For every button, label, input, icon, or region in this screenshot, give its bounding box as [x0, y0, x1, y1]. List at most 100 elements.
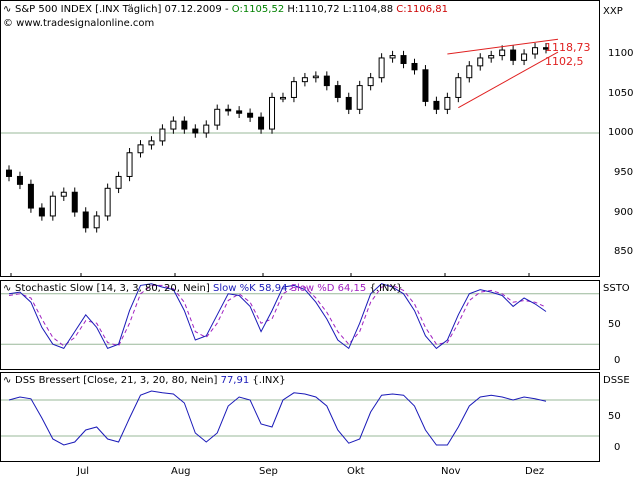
candle-body [433, 100, 440, 110]
candle-body [290, 81, 297, 98]
candle-body [444, 96, 451, 110]
dss-value: 77,91 [220, 375, 250, 386]
candle-body [137, 144, 144, 154]
stochastic-d-label: Slow %D 64,15 [290, 283, 367, 294]
candle-body [301, 77, 308, 83]
candle-body [38, 207, 45, 217]
date-label-jul: Jul [77, 466, 90, 477]
chart-wave-icon: ∿ [3, 375, 12, 386]
price-axis-name: XXP [603, 6, 623, 17]
candle-body [82, 211, 89, 229]
y-tick-1000: 1000 [608, 127, 634, 138]
candle-body [214, 108, 221, 126]
trendline-lower-label: 1102,5 [545, 55, 584, 68]
candle-body [521, 53, 528, 61]
candle-body [279, 96, 286, 100]
dss-svg [1, 390, 599, 446]
y-tick-1100: 1100 [608, 48, 634, 59]
candle-body [334, 85, 341, 98]
candle-body [49, 195, 56, 217]
candle-body [323, 75, 330, 87]
candle-body [543, 47, 549, 50]
candle-body [477, 57, 484, 67]
dss-axis-name: DSSE [603, 375, 630, 386]
candle-body [225, 108, 232, 112]
candle-body [345, 96, 352, 110]
candle-body [532, 47, 539, 55]
dss-header: ∿ DSS Bressert [Close, 21, 3, 20, 80, Nei… [3, 375, 286, 387]
candle-body [411, 62, 418, 71]
instrument-title: S&P 500 INDEX [.INX Täglich] 07.12.2009 … [15, 4, 229, 15]
candle-body [488, 55, 495, 59]
candle-body [71, 191, 78, 213]
candle-body [422, 69, 429, 102]
dss-y-tick-0: 0 [614, 442, 621, 453]
stochastic-title: Stochastic Slow [14, 3, 3, 80, 20, Nein] [15, 283, 210, 294]
candle-body [6, 169, 12, 177]
date-label-sep: Sep [259, 466, 278, 477]
dss-title: DSS Bressert [Close, 21, 3, 20, 80, Nein… [15, 375, 218, 386]
candle-body [236, 110, 243, 114]
stochastic-header: ∿ Stochastic Slow [14, 3, 3, 80, 20, Nein… [3, 283, 403, 295]
price-y-axis: 1100 1050 1000 950 900 850 [600, 0, 640, 277]
candle-body [312, 75, 319, 79]
y-tick-850: 850 [614, 246, 634, 257]
y-tick-1050: 1050 [608, 88, 634, 99]
candle-body [93, 215, 100, 229]
trendline-upper [447, 38, 559, 55]
high-value: H:1110,72 [287, 4, 340, 15]
candle-body [27, 183, 34, 209]
candle-body [367, 77, 374, 87]
chart-wave-icon: ∿ [3, 283, 12, 294]
candle-body [356, 85, 363, 110]
candle-body [148, 140, 155, 146]
candle-body [269, 96, 276, 130]
price-chart-header: ∿ S&P 500 INDEX [.INX Täglich] 07.12.2009… [3, 4, 448, 16]
candle-body [378, 57, 385, 79]
date-label-dez: Dez [525, 466, 545, 477]
candle-body [499, 49, 506, 57]
stochastic-y-tick-50: 50 [608, 319, 621, 330]
candle-body [170, 120, 177, 130]
candle-body [104, 187, 111, 217]
low-value: L:1104,88 [342, 4, 394, 15]
candle-body [510, 49, 517, 61]
candle-body [192, 128, 199, 134]
candle-body [400, 55, 407, 64]
dss-suffix: {.INX} [252, 375, 286, 386]
candle-body [247, 112, 254, 118]
dss-panel[interactable]: ∿ DSS Bressert [Close, 21, 3, 20, 80, Nei… [0, 372, 600, 462]
candle-body [466, 65, 473, 79]
candle-body [159, 128, 166, 142]
price-chart-svg [1, 38, 599, 276]
stochastic-k-line [8, 283, 547, 350]
date-label-nov: Nov [441, 466, 461, 477]
trendline-lower [458, 51, 559, 109]
stochastic-y-tick-0: 0 [614, 355, 621, 366]
stochastic-svg [1, 283, 599, 350]
dss-line [8, 390, 547, 446]
candle-body [126, 152, 133, 177]
open-value: O:1105,52 [231, 4, 285, 15]
y-tick-900: 900 [614, 207, 634, 218]
candle-body [258, 116, 265, 130]
candle-body [181, 120, 188, 130]
stochastic-panel[interactable]: ∿ Stochastic Slow [14, 3, 3, 80, 20, Nein… [0, 280, 600, 370]
candle-body [115, 175, 122, 189]
price-chart-panel[interactable]: ∿ S&P 500 INDEX [.INX Täglich] 07.12.2009… [0, 0, 600, 277]
stochastic-suffix: {.INX} [369, 283, 403, 294]
trendline-upper-label: 1118,73 [545, 41, 591, 54]
date-label-aug: Aug [171, 466, 191, 477]
stochastic-axis-name: SSTO [603, 283, 630, 294]
candle-body [16, 175, 23, 185]
stochastic-k-label: Slow %K 58,94 [212, 283, 288, 294]
candle-body [389, 55, 396, 59]
chart-wave-icon: ∿ [3, 4, 12, 15]
website-label: © www.tradesignalonline.com [3, 18, 155, 29]
y-tick-950: 950 [614, 167, 634, 178]
candle-body [455, 77, 462, 98]
candle-body [203, 124, 210, 134]
date-label-okt: Okt [347, 466, 365, 477]
candle-body [60, 191, 67, 197]
dss-y-tick-50: 50 [608, 411, 621, 422]
